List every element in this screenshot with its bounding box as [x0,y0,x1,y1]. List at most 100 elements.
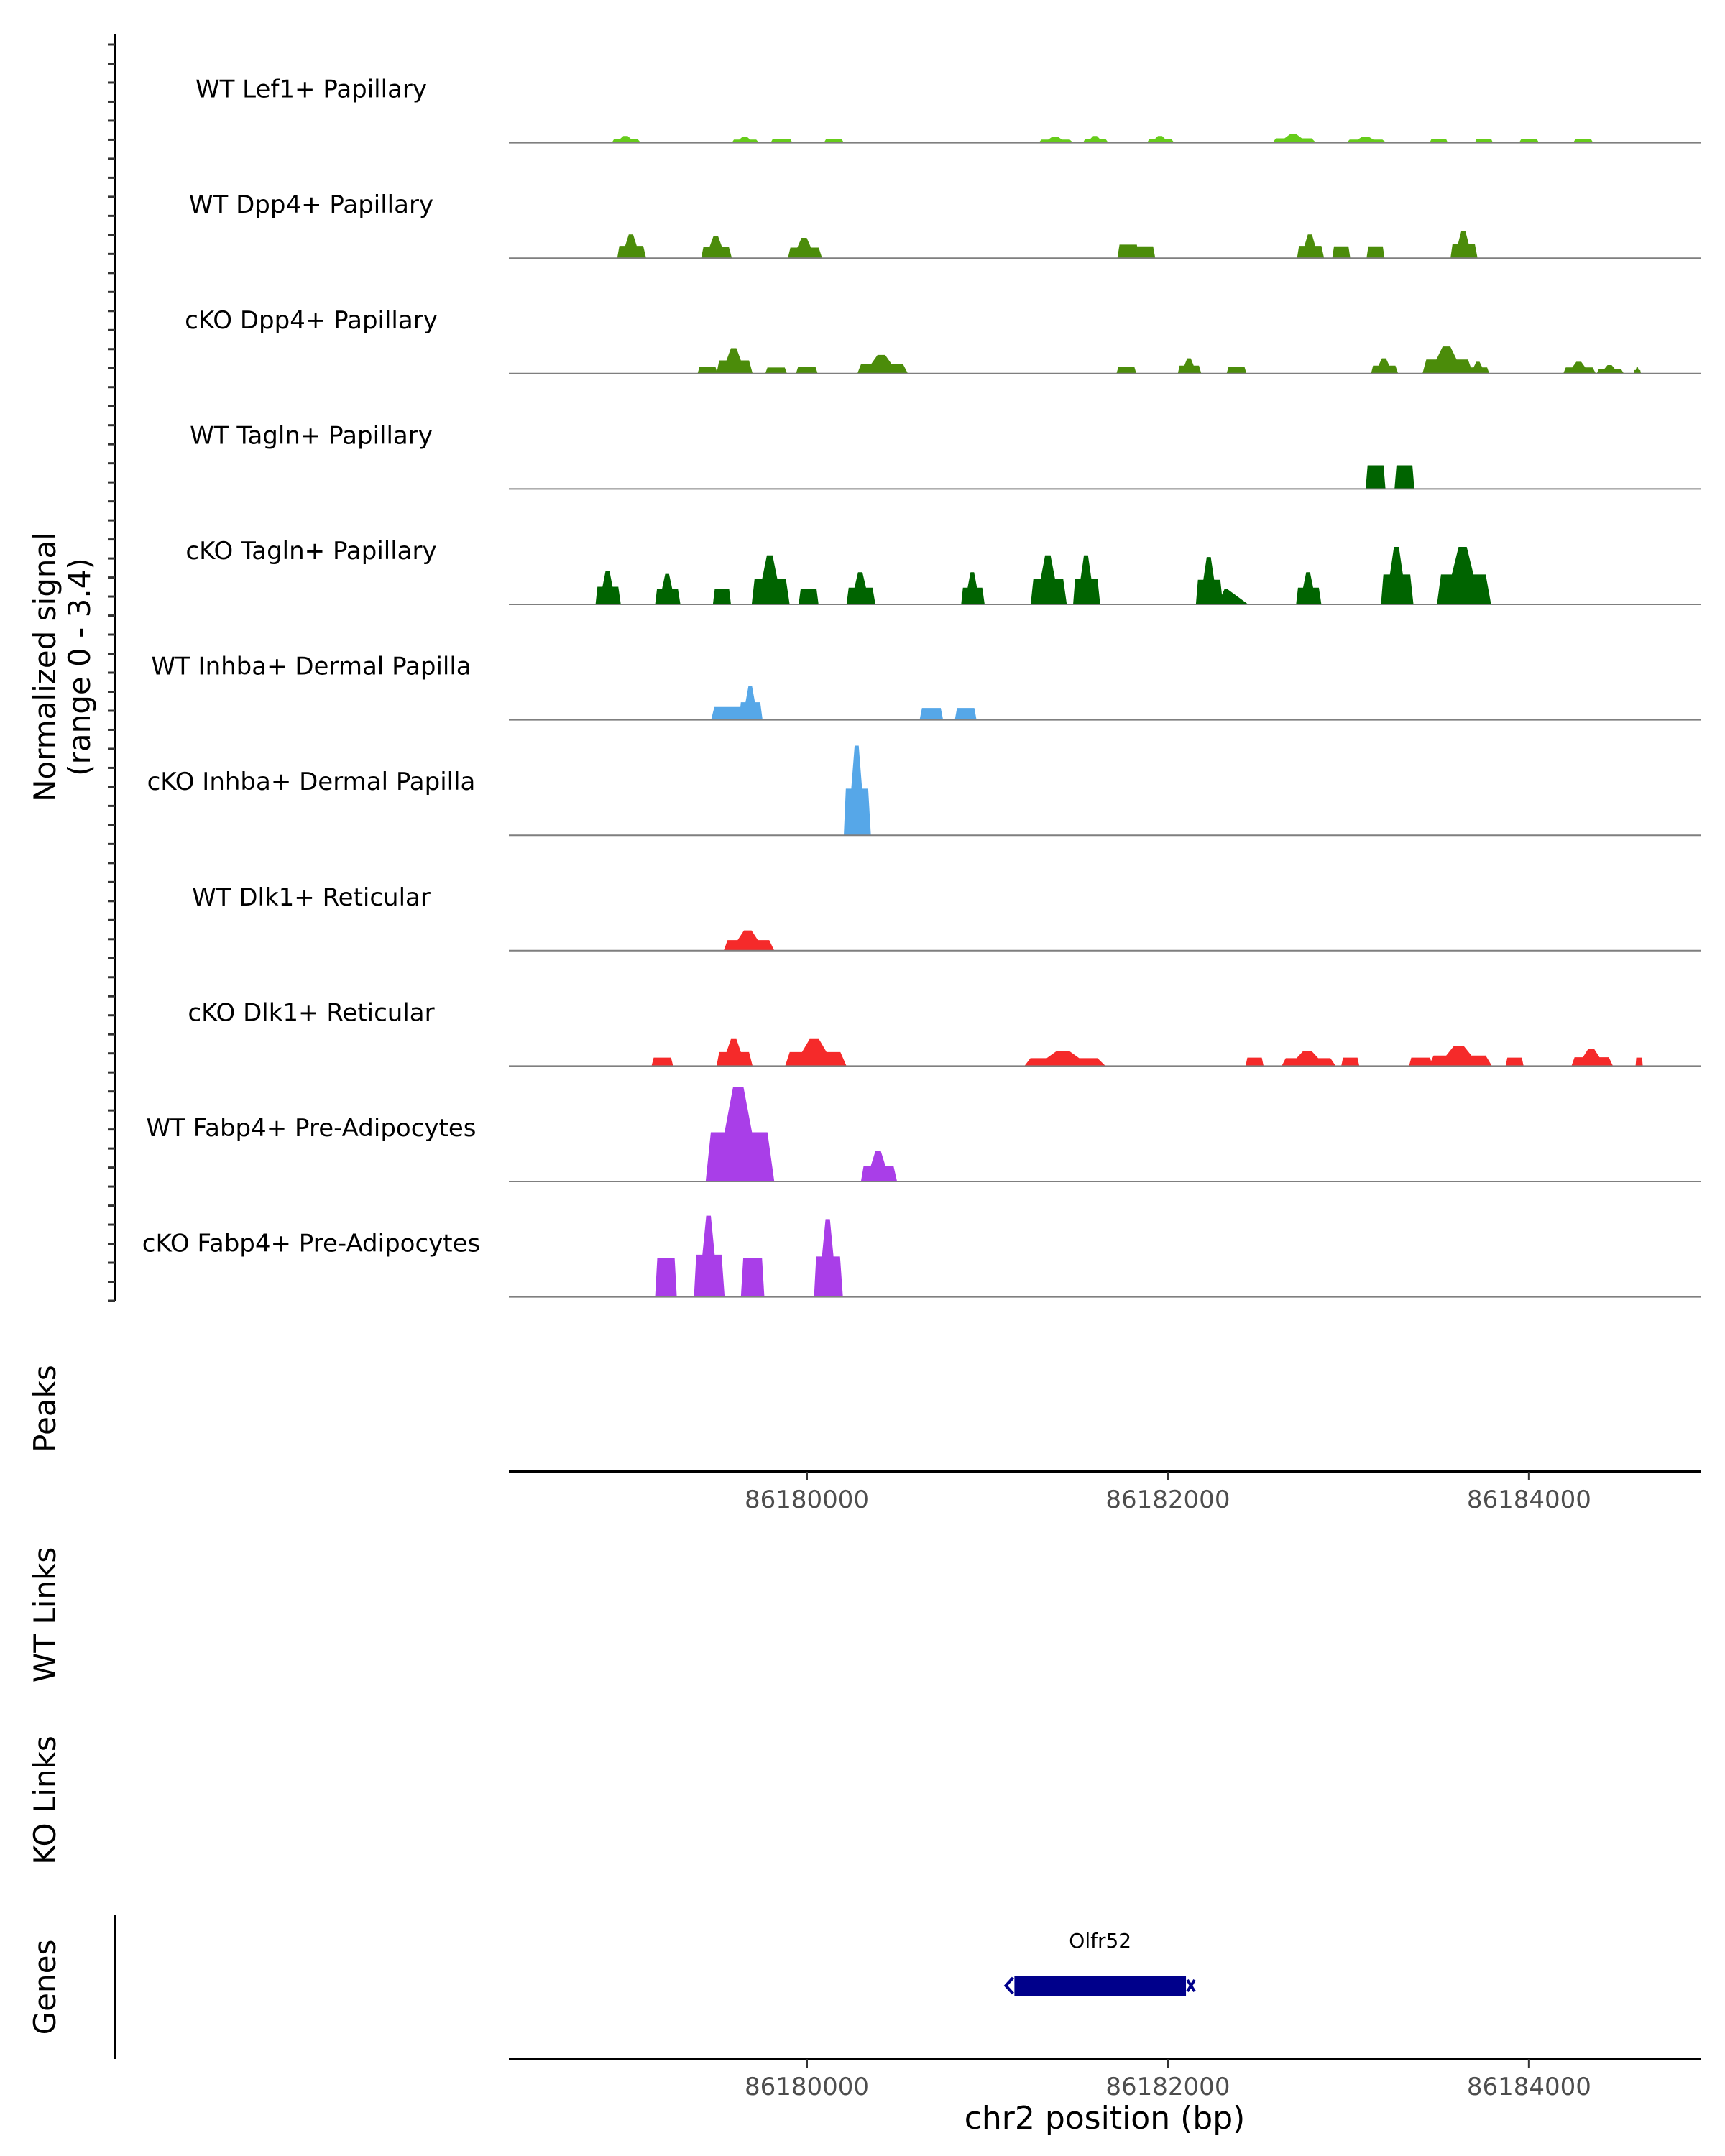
track-4: WT Tagln+ Papillary [190,421,1701,490]
x-tick-label: 86182000 [1105,2073,1230,2101]
coverage-peak [716,1038,753,1067]
coverage-peak [723,930,775,951]
coverage-peak [1428,1046,1492,1067]
coverage-peak [732,137,759,143]
track-label: cKO Dpp4+ Papillary [185,306,438,335]
x-tick-label: 86180000 [745,1485,869,1514]
coverage-peak [857,354,908,374]
coverage-peak [1341,1057,1360,1067]
coverage-peak [1332,246,1351,259]
genes-label: Genes [27,1940,63,2035]
track-label: cKO Tagln+ Papillary [185,537,436,566]
x-tick-label: 86184000 [1467,1485,1591,1514]
coverage-peak [712,589,731,604]
coverage-peak [799,589,819,604]
coverage-peak [1031,555,1067,604]
coverage-peak [595,570,621,604]
coverage-peak [697,367,718,374]
track-label: cKO Inhba+ Dermal Papilla [147,768,476,796]
track-2: WT Dpp4+ Papillary [189,190,1701,259]
coverage-peak [765,367,787,374]
coverage-peak [1571,1049,1614,1067]
coverage-peak [1282,1051,1336,1067]
genes-x-axis-ticks: 86180000 86182000 86184000 [745,2059,1591,2101]
coverage-peak [1394,465,1414,489]
y-axis-ticks [108,43,115,1302]
track-label: WT Fabp4+ Pre-Adipocytes [147,1114,477,1143]
coverage-peak [1422,346,1473,374]
track-11: cKO Fabp4+ Pre-Adipocytes [142,1215,1701,1298]
coverage-peak [1596,365,1624,374]
coverage-peak [1366,465,1386,489]
track-10: WT Fabp4+ Pre-Adipocytes [147,1087,1701,1182]
coverage-peak [1082,136,1109,143]
coverage-peak [1381,547,1414,604]
track-6: WT Inhba+ Dermal Papilla [151,653,1701,721]
coverage-peak [1450,231,1478,259]
gene-track: Olfr52 [1003,1929,1196,1996]
track-label: cKO Fabp4+ Pre-Adipocytes [142,1230,481,1258]
coverage-peak [785,1038,847,1067]
coverage-peak [655,573,681,604]
coverage-peak [1133,246,1156,259]
coverage-tracks: WT Lef1+ Papillary WT Dpp4+ Papillary cKO … [142,75,1701,1298]
coverage-peak [1177,358,1202,374]
coverage-peak [1371,358,1399,374]
gene-end-mark [1186,1978,1196,1993]
coverage-peak [1195,557,1223,604]
coverage-peak [1272,134,1316,143]
x-axis-title: chr2 position (bp) [965,2100,1246,2137]
coverage-peak [1474,138,1494,143]
coverage-peak [954,708,977,720]
coverage-peak [651,1057,673,1067]
coverage-peak [1563,361,1596,374]
y-axis-label-line1: Normalized signal [27,532,63,802]
gene-label: Olfr52 [1069,1929,1131,1953]
track-label: WT Inhba+ Dermal Papilla [151,653,471,681]
coverage-peak [860,1151,898,1181]
coverage-peak [711,706,744,720]
coverage-peak [1366,246,1385,259]
peaks-x-axis-ticks: 86180000 86182000 86184000 [745,1472,1591,1514]
coverage-peak [701,236,732,259]
coverage-peak [1437,547,1491,604]
coverage-peak [739,686,763,720]
coverage-peak [655,1258,677,1297]
coverage-peak [770,138,793,143]
coverage-peak [694,1215,725,1297]
coverage-peak [1296,572,1322,604]
x-tick-label: 86184000 [1467,2073,1591,2101]
coverage-peak [1409,1057,1432,1067]
coverage-peak [1467,361,1490,374]
coverage-peak [716,348,753,374]
track-label: WT Dlk1+ Reticular [192,883,431,912]
coverage-peak [1024,1051,1106,1067]
coverage-peak [617,234,646,259]
peaks-label: Peaks [27,1365,63,1452]
coverage-peak [1117,244,1139,259]
coverage-peak [1430,138,1448,143]
track-label: WT Lef1+ Papillary [196,75,427,104]
track-3: cKO Dpp4+ Papillary [185,306,1701,374]
coverage-peak [1519,139,1540,143]
coverage-peak [1039,137,1074,143]
track-7: cKO Inhba+ Dermal Papilla [147,745,1701,837]
gene-body [1014,1976,1187,1996]
coverage-peak [1635,1057,1643,1067]
coverage-peak [612,136,641,143]
track-5: cKO Tagln+ Papillary [185,537,1701,605]
coverage-peak [843,745,871,836]
ko-links-label: KO Links [27,1736,63,1865]
x-tick-label: 86182000 [1105,1485,1230,1514]
coverage-peak [788,237,822,259]
coverage-peak [1245,1057,1264,1067]
coverage-peak [1073,555,1100,604]
gene-strand-arrow [1003,1976,1014,1995]
coverage-peak [1297,234,1325,259]
coverage-peak [1218,589,1248,604]
track-label: cKO Dlk1+ Reticular [188,998,434,1027]
track-8: WT Dlk1+ Reticular [192,883,1701,952]
x-tick-label: 86180000 [745,2073,869,2101]
coverage-peak [1346,137,1386,143]
